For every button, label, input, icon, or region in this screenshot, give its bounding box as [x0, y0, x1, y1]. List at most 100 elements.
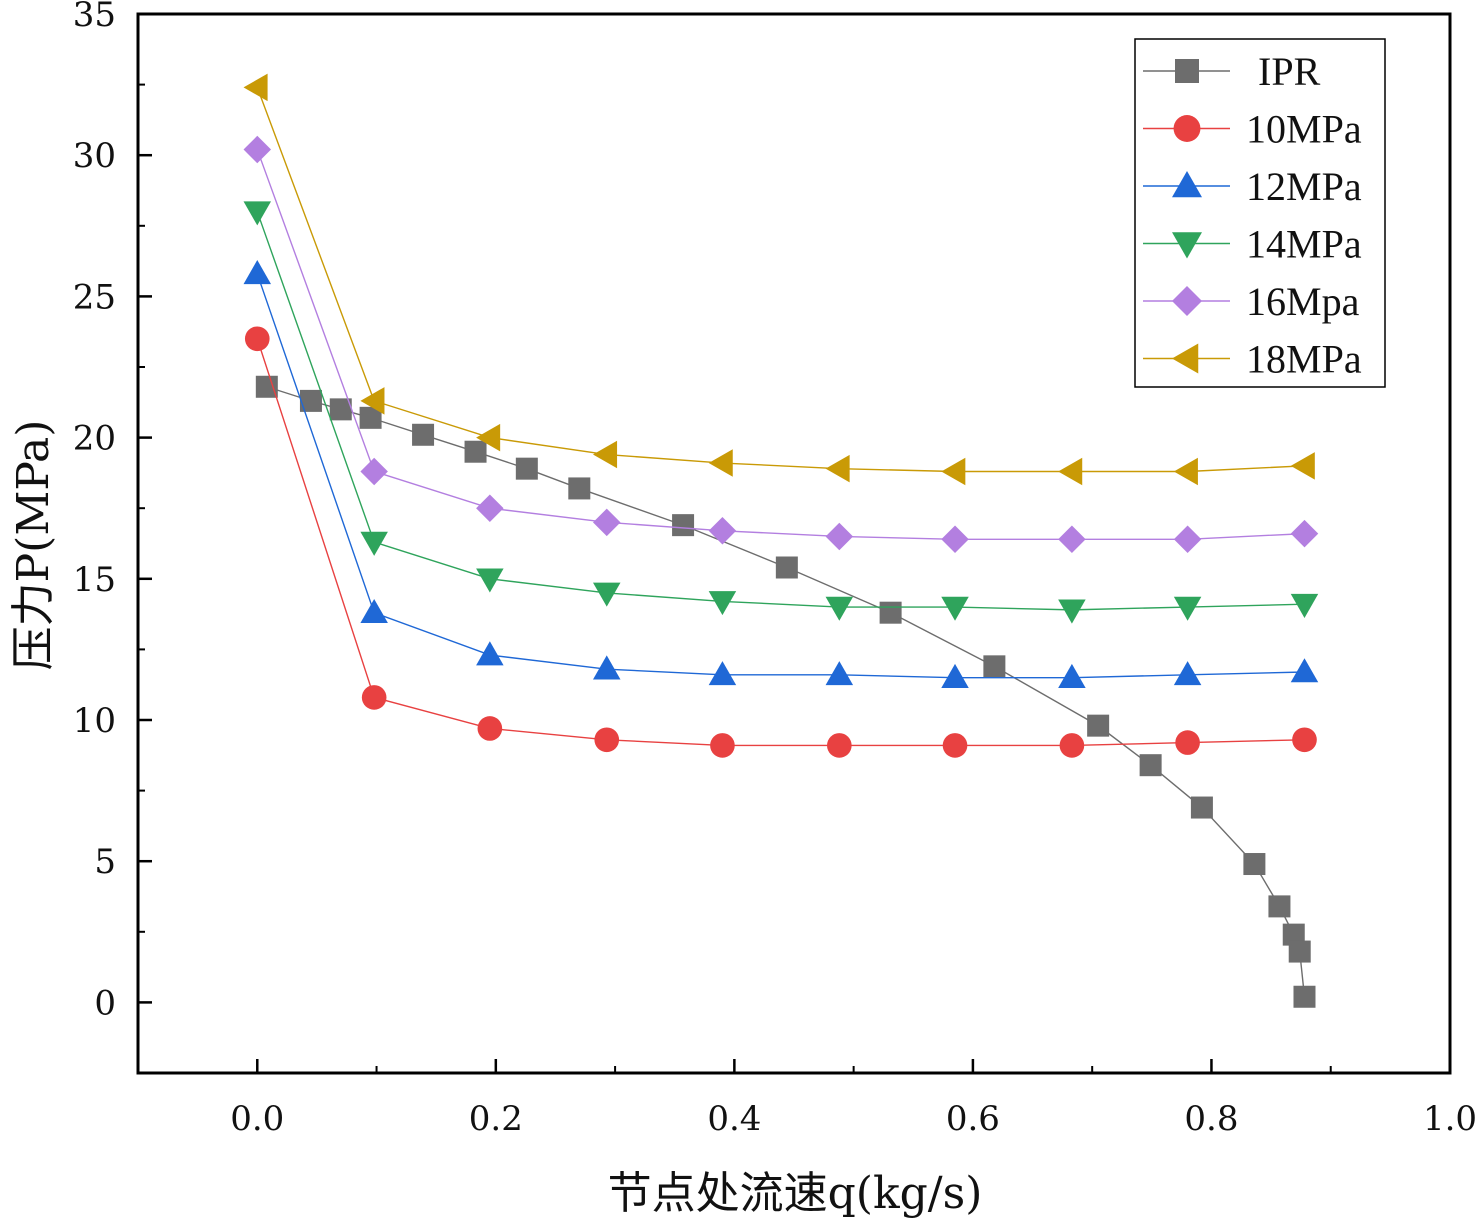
- data-point-ipr: [464, 440, 487, 463]
- series-12mpa: [243, 260, 1319, 688]
- data-point-ipr: [879, 601, 902, 624]
- data-point-10mpa: [827, 733, 852, 758]
- data-point-14mpa: [1058, 599, 1086, 624]
- series-line-18mpa: [256, 87, 1305, 473]
- data-point-14mpa: [1290, 593, 1319, 618]
- data-point-ipr: [329, 398, 352, 421]
- legend-item-16mpa: 16Mpa: [1143, 279, 1360, 324]
- legend-item-18mpa: 18MPa: [1143, 337, 1362, 382]
- data-point-12mpa: [476, 641, 504, 666]
- data-point-16mpa: [360, 457, 388, 486]
- series-line-10mpa: [256, 338, 1305, 747]
- y-tick-label: 0: [94, 983, 116, 1023]
- data-point-16mpa: [592, 508, 621, 537]
- y-tick-label: 20: [73, 419, 116, 459]
- data-point-ipr: [359, 406, 382, 429]
- data-point-16mpa: [243, 135, 272, 164]
- data-point-14mpa: [941, 596, 969, 621]
- data-point-18mpa: [476, 423, 501, 452]
- y-axis-ticks: 0 5 10 15 20 25 30 35: [73, 0, 152, 1023]
- legend-item-ipr: IPR: [1143, 49, 1321, 94]
- data-point-12mpa: [1290, 658, 1319, 683]
- data-point-16mpa: [825, 522, 854, 551]
- data-point-14mpa: [708, 591, 737, 616]
- data-point-18mpa: [708, 449, 733, 477]
- legend-item-10mpa: 10MPa: [1143, 107, 1362, 152]
- data-point-ipr: [1190, 796, 1213, 819]
- data-point-14mpa: [360, 531, 388, 556]
- legend-marker: [1172, 343, 1199, 374]
- data-point-10mpa: [942, 733, 968, 758]
- series-16mpa: [243, 135, 1319, 554]
- data-point-ipr: [1288, 940, 1311, 963]
- data-point-ipr: [1087, 714, 1110, 737]
- data-point-12mpa: [243, 260, 272, 285]
- data-point-12mpa: [360, 598, 388, 624]
- data-point-14mpa: [1173, 596, 1202, 621]
- legend-marker: [1172, 171, 1202, 198]
- x-tick-label: 0.4: [707, 1099, 761, 1139]
- x-axis-title: 节点处流速q(kg/s): [608, 1168, 983, 1219]
- plot-series: [243, 73, 1319, 1008]
- legend: IPR 10MPa 12MPa 14MPa 16Mpa 18MPa: [1134, 38, 1386, 388]
- data-point-10mpa: [1059, 733, 1085, 758]
- plot-frame: [136, 12, 1452, 1075]
- legend-marker: [1173, 115, 1201, 142]
- legend-item-12mpa: 12MPa: [1143, 164, 1362, 209]
- data-point-10mpa: [477, 716, 503, 741]
- data-point-ipr: [775, 556, 798, 579]
- data-point-14mpa: [825, 596, 854, 621]
- series-10mpa: [244, 326, 1317, 758]
- data-point-12mpa: [825, 661, 854, 686]
- x-tick-label: 1.0: [1423, 1099, 1477, 1139]
- legend-marker: [1172, 232, 1202, 259]
- data-point-ipr: [568, 477, 591, 500]
- x-tick-label: 0.2: [469, 1099, 523, 1139]
- series-line-ipr: [266, 386, 1306, 997]
- data-point-ipr: [1243, 853, 1266, 876]
- data-point-ipr: [515, 457, 538, 480]
- data-point-18mpa: [941, 457, 966, 486]
- data-point-12mpa: [941, 663, 969, 688]
- x-tick-label: 0.8: [1184, 1099, 1238, 1139]
- data-point-16mpa: [1173, 525, 1202, 554]
- data-point-18mpa: [592, 440, 618, 469]
- x-axis-ticks: 0.0 0.2 0.4 0.6 0.8 1.0: [230, 1059, 1477, 1139]
- data-point-ipr: [1282, 923, 1305, 946]
- data-point-ipr: [1293, 985, 1316, 1008]
- data-point-18mpa: [1058, 457, 1083, 486]
- data-point-12mpa: [1173, 661, 1202, 686]
- y-tick-label: 10: [73, 701, 116, 741]
- legend-label: 14MPa: [1246, 222, 1362, 267]
- series-14mpa: [243, 201, 1319, 624]
- data-point-14mpa: [592, 582, 621, 607]
- data-point-16mpa: [708, 517, 737, 545]
- data-point-12mpa: [708, 661, 737, 686]
- data-point-ipr: [412, 423, 435, 446]
- data-point-ipr: [255, 375, 278, 398]
- y-tick-label: 35: [73, 0, 116, 35]
- data-point-ipr: [1268, 895, 1291, 918]
- data-point-ipr: [299, 389, 322, 412]
- series-18mpa: [243, 73, 1315, 486]
- data-point-18mpa: [1173, 457, 1198, 486]
- data-point-10mpa: [1292, 727, 1317, 753]
- data-point-18mpa: [825, 454, 850, 483]
- legend-label: 10MPa: [1246, 107, 1362, 152]
- series-line-14mpa: [256, 211, 1305, 611]
- legend-label: 16Mpa: [1246, 279, 1360, 324]
- data-point-14mpa: [243, 201, 272, 226]
- data-point-10mpa: [710, 733, 735, 758]
- y-tick-label: 5: [94, 842, 116, 882]
- data-point-10mpa: [244, 326, 270, 352]
- data-point-16mpa: [1290, 519, 1319, 548]
- data-point-14mpa: [476, 568, 504, 593]
- data-point-10mpa: [361, 685, 387, 710]
- legend-label: IPR: [1258, 49, 1321, 94]
- legend-marker: [1172, 286, 1202, 316]
- legend-label: 18MPa: [1246, 337, 1362, 382]
- data-point-10mpa: [1175, 730, 1200, 755]
- data-point-18mpa: [1290, 452, 1315, 480]
- x-tick-label: 0.6: [946, 1099, 1000, 1139]
